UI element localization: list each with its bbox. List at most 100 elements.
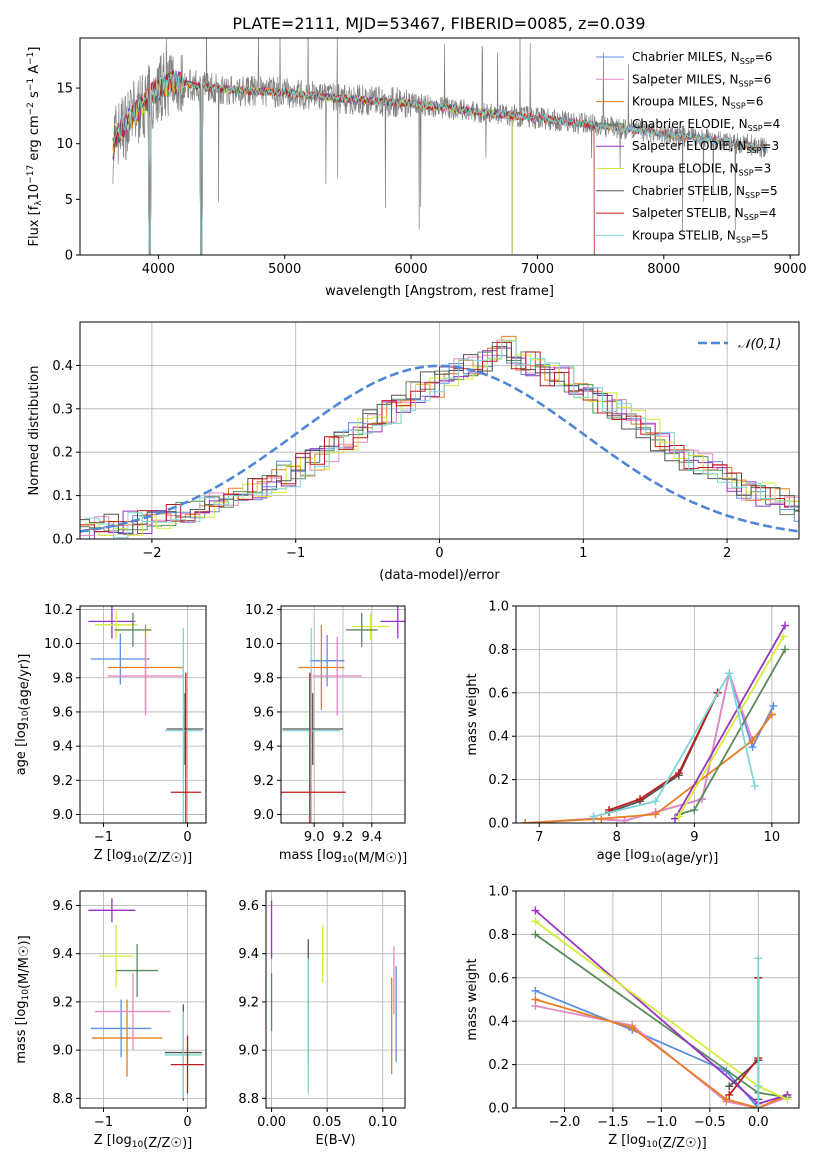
x-tick-label: 9000: [774, 262, 807, 277]
x-tick-label: −1: [286, 546, 305, 561]
legend-value: =6: [755, 50, 773, 64]
weight-marker: [779, 632, 788, 641]
legend-value: =3: [761, 139, 779, 153]
weight-marker: [651, 797, 660, 806]
x-axis-label: Z [log10(Z/Z☉)]: [608, 1133, 706, 1151]
weight-marker: [769, 701, 778, 710]
legend-text: Salpeter ELODIE, N: [632, 139, 746, 153]
y-tick-label: 0.0: [488, 817, 509, 832]
y-axis-label: mass weight: [465, 673, 480, 755]
label-part: age [: [597, 848, 630, 863]
y-tick-label: 8.8: [52, 1092, 73, 1107]
x-tick-label: 8000: [647, 262, 680, 277]
legend-text: Chabrier ELODIE, N: [632, 117, 748, 131]
legend-value: =4: [759, 206, 777, 220]
label-part: (age/yr)]: [661, 851, 718, 866]
weight-marker: [531, 917, 540, 926]
axes-frame: [515, 605, 800, 824]
legend-label: Salpeter STELIB, NSSP=4: [632, 206, 776, 222]
label-part: Z [: [94, 1133, 112, 1148]
y-tick-label: 9.4: [238, 947, 259, 962]
label-part: erg cm: [27, 115, 42, 164]
label-part: 10: [21, 989, 31, 1001]
y-tick-label: 9.4: [52, 740, 73, 755]
weight-line: [593, 670, 756, 818]
weight-marker: [754, 1104, 763, 1108]
weight-marker: [783, 1095, 792, 1104]
x-tick-label: −2: [142, 546, 161, 561]
y-tick-label: 0.4: [52, 359, 73, 374]
x-tick-label: 0: [183, 830, 191, 845]
legend-value: =3: [754, 162, 772, 176]
legend-sub: SSP: [739, 169, 754, 178]
weight-marker: [722, 1095, 731, 1104]
y-tick-label: 10.2: [44, 603, 73, 618]
x-tick-label: 0.10: [368, 1115, 397, 1130]
label-part: age [: [14, 742, 29, 775]
plot-area: [531, 906, 792, 1108]
legend-sub: SSP: [740, 57, 755, 66]
y-tick-label: 10.0: [44, 637, 73, 652]
weight-marker: [531, 906, 540, 915]
x-tick-label: 4000: [142, 262, 175, 277]
y-tick-label: 9.0: [238, 1044, 259, 1059]
legend-label: Chabrier MILES, NSSP=6: [632, 50, 772, 66]
histogram-steps: [84, 339, 799, 536]
y-tick-label: 9.2: [253, 774, 274, 789]
x-axis-label: wavelength [Angstrom, rest frame]: [325, 284, 554, 299]
weight-marker: [674, 769, 683, 778]
legend-text: Salpeter MILES, N: [632, 72, 739, 86]
label-part: A: [27, 65, 42, 78]
x-tick-label: 0.00: [257, 1115, 286, 1130]
x-axis-label: E(B-V): [315, 1133, 355, 1148]
legend-text: Chabrier MILES, N: [632, 50, 740, 64]
x-axis-label: Z [log10(Z/Z☉)]: [94, 848, 192, 866]
y-tick-label: 0.2: [52, 446, 73, 461]
histogram-steps: [80, 355, 799, 539]
y-axis-label: age [log10(age/yr)]: [14, 654, 32, 776]
plot-area: [112, 38, 768, 255]
y-tick-label: 9.0: [52, 1044, 73, 1059]
weight-line: [525, 713, 773, 823]
label-part: log: [112, 848, 132, 863]
legend-sub: SSP: [748, 124, 763, 133]
weight-marker: [531, 986, 540, 995]
legend-text: Kroupa MILES, N: [632, 95, 731, 109]
weight-marker: [725, 1090, 734, 1099]
weight-marker: [750, 782, 759, 791]
label-part: −2: [26, 102, 36, 115]
weight-marker: [674, 812, 683, 821]
y-tick-label: 0.4: [488, 1015, 509, 1030]
y-tick-label: 0.0: [488, 1102, 509, 1117]
y-tick-label: 0.8: [488, 643, 509, 658]
label-part: −1: [26, 52, 36, 65]
y-tick-label: 0: [65, 249, 73, 264]
x-axis-label: (data-model)/error: [379, 568, 500, 583]
x-axis-label: Z [log10(Z/Z☉)]: [94, 1133, 192, 1151]
mass-vs-metallicity-panel: −1 08.89.09.29.49.6Z [log10(Z/Z☉)]mass [l…: [14, 890, 207, 1151]
legend-text: Kroupa ELODIE, N: [632, 162, 739, 176]
y-tick-label: 9.8: [52, 671, 73, 686]
y-tick-label: 0.2: [488, 773, 509, 788]
y-tick-label: 9.0: [253, 808, 274, 823]
weight-marker: [620, 816, 629, 823]
legend-text: Kroupa STELIB, N: [632, 228, 736, 242]
label-part: log: [14, 1000, 29, 1020]
normal-curve: [80, 364, 799, 533]
y-tick-label: 9.6: [52, 705, 73, 720]
histogram-steps: [84, 340, 799, 539]
y-tick-label: 0.4: [488, 730, 509, 745]
legend-label: 𝒩(0,1): [738, 337, 781, 352]
x-tick-label: 9.2: [333, 830, 354, 845]
label-part: mass [: [279, 848, 322, 863]
weight-marker: [781, 645, 790, 654]
x-tick-label: −1: [94, 1115, 113, 1130]
x-tick-label: 0.0: [748, 1115, 769, 1130]
weight-marker: [754, 954, 763, 963]
label-part: (M/M☉)]: [17, 935, 32, 989]
weight-marker: [651, 810, 660, 819]
weight-line: [674, 625, 786, 820]
x-tick-label: 10: [764, 830, 781, 845]
